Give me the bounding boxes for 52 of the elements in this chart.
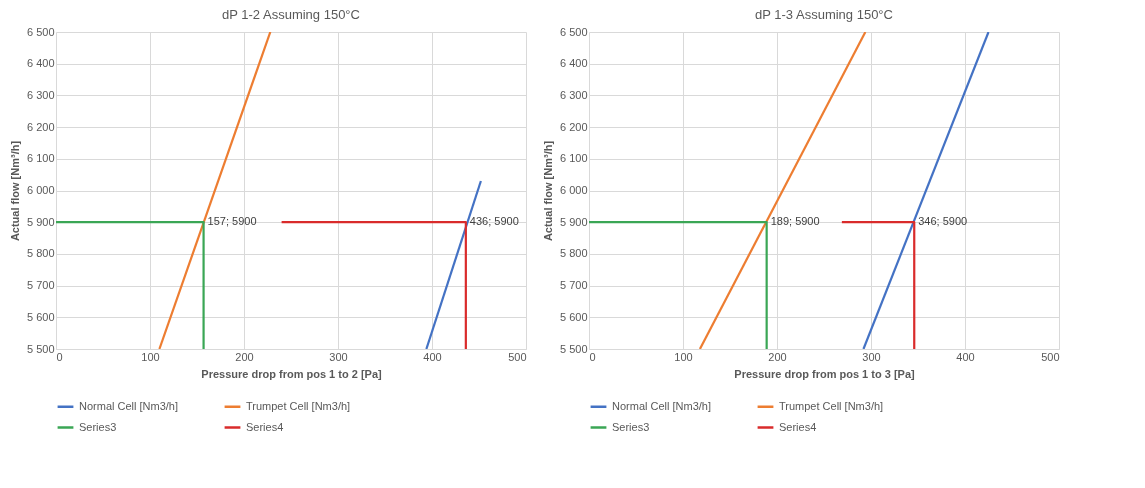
chart-title: dP 1-3 Assuming 150°C bbox=[755, 7, 893, 22]
legend-label: Normal Cell [Nm3/h] bbox=[612, 399, 712, 412]
legend-label: Trumpet Cell [Nm3/h] bbox=[779, 399, 884, 412]
x-tick-label: 400 bbox=[956, 350, 975, 363]
x-tick-label: 500 bbox=[508, 350, 527, 363]
x-tick-label: 100 bbox=[141, 350, 160, 363]
y-tick-label: 5 600 bbox=[559, 310, 588, 323]
x-tick-label: 100 bbox=[674, 350, 693, 363]
legend-label: Trumpet Cell [Nm3/h] bbox=[246, 399, 351, 412]
y-axis-title: Actual flow [Nm³/h] bbox=[541, 140, 554, 242]
legend-label: Series3 bbox=[612, 420, 650, 433]
y-tick-label: 6 200 bbox=[559, 120, 588, 133]
chart-title: dP 1-2 Assuming 150°C bbox=[222, 7, 360, 22]
y-tick-label: 5 500 bbox=[26, 342, 55, 355]
y-tick-label: 5 600 bbox=[26, 310, 55, 323]
x-tick-label: 500 bbox=[1041, 350, 1060, 363]
y-tick-label: 5 900 bbox=[26, 215, 55, 228]
x-tick-label: 200 bbox=[235, 350, 254, 363]
legend-label: Series4 bbox=[779, 420, 817, 433]
x-tick-label: 300 bbox=[329, 350, 348, 363]
x-axis-title: Pressure drop from pos 1 to 3 [Pa] bbox=[734, 367, 915, 380]
y-tick-label: 6 000 bbox=[559, 184, 588, 196]
y-tick-label: 5 800 bbox=[26, 247, 55, 260]
y-tick-label: 5 700 bbox=[26, 279, 55, 292]
x-tick-label: 0 bbox=[589, 350, 596, 363]
x-tick-label: 300 bbox=[862, 350, 881, 363]
y-tick-label: 6 400 bbox=[559, 57, 588, 70]
y-tick-label: 6 500 bbox=[559, 25, 588, 38]
legend-label: Series3 bbox=[79, 420, 117, 433]
y-tick-label: 6 300 bbox=[26, 88, 55, 101]
x-tick-label: 0 bbox=[56, 350, 63, 363]
legend-label: Series4 bbox=[246, 420, 284, 433]
y-tick-label: 5 800 bbox=[559, 247, 588, 260]
legend-label: Normal Cell [Nm3/h] bbox=[79, 399, 179, 412]
y-tick-label: 5 500 bbox=[559, 342, 588, 355]
x-tick-label: 400 bbox=[423, 350, 442, 363]
annotation: 436; 5900 bbox=[469, 215, 519, 228]
annotation: 346; 5900 bbox=[918, 215, 968, 228]
annotation: 189; 5900 bbox=[770, 215, 820, 228]
x-axis-title: Pressure drop from pos 1 to 2 [Pa] bbox=[201, 367, 382, 380]
y-axis-title: Actual flow [Nm³/h] bbox=[8, 140, 21, 242]
y-tick-label: 5 700 bbox=[559, 279, 588, 292]
y-tick-label: 6 300 bbox=[559, 88, 588, 101]
y-tick-label: 6 100 bbox=[26, 152, 55, 165]
annotation: 157; 5900 bbox=[207, 215, 257, 228]
y-tick-label: 6 100 bbox=[559, 152, 588, 165]
y-tick-label: 6 200 bbox=[26, 120, 55, 133]
y-tick-label: 6 500 bbox=[26, 25, 55, 38]
y-tick-label: 5 900 bbox=[559, 215, 588, 228]
y-tick-label: 6 000 bbox=[26, 184, 55, 196]
x-tick-label: 200 bbox=[768, 350, 787, 363]
y-tick-label: 6 400 bbox=[26, 57, 55, 70]
